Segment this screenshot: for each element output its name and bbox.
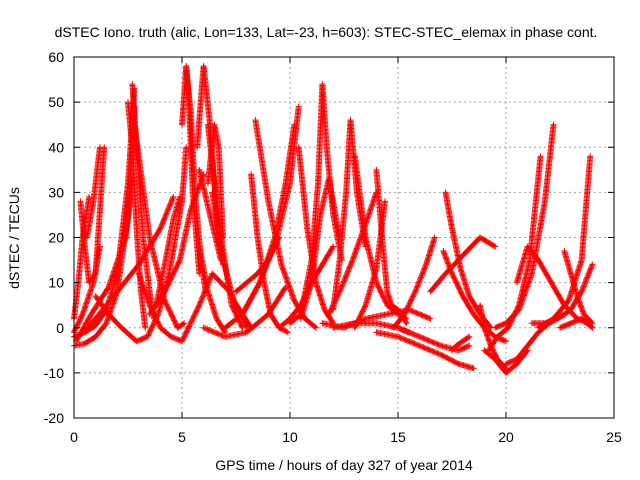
- data-point: [96, 144, 103, 151]
- series-pass12: [135, 270, 192, 345]
- series-pass06: [73, 175, 136, 345]
- data-point: [142, 324, 149, 331]
- data-points: [71, 63, 596, 376]
- chart-title: dSTEC Iono. truth (alic, Lon=133, Lat=-2…: [55, 24, 598, 40]
- series-pass05: [83, 144, 103, 241]
- data-point: [295, 103, 302, 110]
- series-pass07: [92, 144, 190, 345]
